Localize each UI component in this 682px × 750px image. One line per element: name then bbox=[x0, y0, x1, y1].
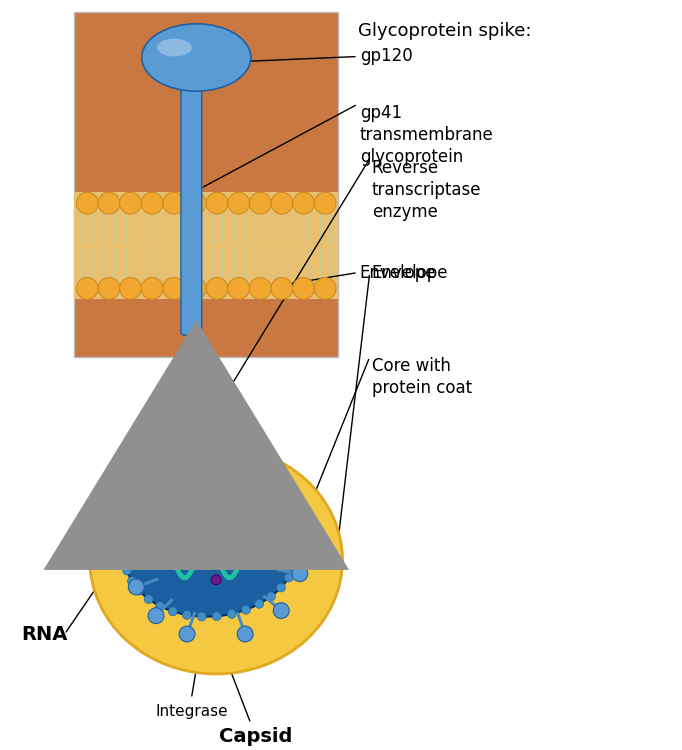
Circle shape bbox=[168, 607, 177, 616]
Circle shape bbox=[293, 278, 314, 299]
Circle shape bbox=[237, 626, 253, 642]
FancyArrowPatch shape bbox=[179, 384, 194, 400]
Circle shape bbox=[273, 603, 289, 619]
Circle shape bbox=[290, 562, 299, 572]
Text: Core with
protein coat: Core with protein coat bbox=[372, 357, 472, 397]
Circle shape bbox=[212, 612, 221, 621]
Circle shape bbox=[98, 278, 120, 299]
Circle shape bbox=[293, 551, 301, 560]
Circle shape bbox=[190, 403, 201, 414]
Text: Envelope: Envelope bbox=[372, 263, 448, 281]
Bar bbox=[179, 404, 211, 452]
Circle shape bbox=[314, 278, 336, 299]
Circle shape bbox=[137, 512, 146, 521]
Circle shape bbox=[185, 278, 206, 299]
Text: gp41
transmembrane
glycoprotein: gp41 transmembrane glycoprotein bbox=[360, 104, 494, 166]
Ellipse shape bbox=[125, 488, 298, 616]
Circle shape bbox=[185, 192, 206, 214]
Circle shape bbox=[153, 492, 169, 508]
Circle shape bbox=[211, 574, 221, 585]
Circle shape bbox=[231, 484, 240, 494]
Circle shape bbox=[271, 192, 293, 214]
Circle shape bbox=[135, 586, 144, 596]
Circle shape bbox=[119, 278, 141, 299]
Bar bbox=[74, 12, 338, 357]
Circle shape bbox=[201, 484, 210, 492]
Circle shape bbox=[276, 583, 285, 592]
Circle shape bbox=[155, 602, 164, 610]
Circle shape bbox=[279, 509, 288, 518]
Circle shape bbox=[209, 422, 218, 430]
Circle shape bbox=[250, 192, 271, 214]
Circle shape bbox=[216, 483, 225, 492]
Circle shape bbox=[284, 573, 293, 582]
Circle shape bbox=[293, 192, 314, 214]
Circle shape bbox=[258, 494, 267, 502]
Circle shape bbox=[123, 566, 132, 575]
Circle shape bbox=[119, 192, 141, 214]
Ellipse shape bbox=[142, 24, 251, 92]
Circle shape bbox=[282, 513, 297, 529]
Text: Capsid: Capsid bbox=[219, 728, 293, 746]
Circle shape bbox=[245, 488, 254, 497]
Text: Reverse
transcriptase
enzyme: Reverse transcriptase enzyme bbox=[372, 158, 481, 221]
Circle shape bbox=[128, 579, 144, 595]
Circle shape bbox=[269, 500, 278, 509]
Ellipse shape bbox=[157, 39, 192, 56]
Circle shape bbox=[163, 278, 185, 299]
Circle shape bbox=[271, 278, 293, 299]
Circle shape bbox=[241, 605, 250, 614]
Circle shape bbox=[291, 529, 299, 538]
Circle shape bbox=[250, 278, 271, 299]
Circle shape bbox=[128, 525, 144, 541]
Circle shape bbox=[227, 610, 236, 619]
Circle shape bbox=[186, 486, 195, 494]
Circle shape bbox=[206, 278, 228, 299]
Text: gp120: gp120 bbox=[360, 47, 413, 65]
Bar bbox=[74, 192, 338, 299]
Text: RNA: RNA bbox=[21, 625, 68, 644]
Text: Envelope: Envelope bbox=[360, 263, 436, 281]
Circle shape bbox=[314, 192, 336, 214]
Circle shape bbox=[141, 192, 163, 214]
Circle shape bbox=[123, 532, 132, 542]
Circle shape bbox=[76, 192, 98, 214]
Circle shape bbox=[251, 484, 267, 500]
Circle shape bbox=[148, 608, 164, 623]
Circle shape bbox=[144, 595, 153, 604]
Circle shape bbox=[129, 522, 138, 531]
Circle shape bbox=[179, 626, 195, 642]
Circle shape bbox=[228, 278, 250, 299]
Circle shape bbox=[98, 192, 120, 214]
Circle shape bbox=[76, 278, 98, 299]
Circle shape bbox=[128, 577, 136, 586]
Circle shape bbox=[183, 610, 192, 620]
Circle shape bbox=[120, 555, 129, 564]
Circle shape bbox=[293, 540, 302, 549]
Circle shape bbox=[173, 422, 182, 430]
Circle shape bbox=[141, 278, 163, 299]
Circle shape bbox=[194, 475, 209, 490]
Text: Integrase: Integrase bbox=[155, 704, 228, 718]
Circle shape bbox=[159, 496, 168, 505]
Circle shape bbox=[121, 544, 130, 553]
Circle shape bbox=[267, 592, 276, 601]
Circle shape bbox=[172, 490, 181, 499]
Circle shape bbox=[255, 599, 264, 608]
Circle shape bbox=[197, 612, 206, 621]
Circle shape bbox=[206, 192, 228, 214]
Ellipse shape bbox=[90, 446, 342, 674]
Circle shape bbox=[292, 566, 308, 581]
FancyBboxPatch shape bbox=[181, 86, 202, 335]
Circle shape bbox=[228, 192, 250, 214]
Circle shape bbox=[147, 503, 155, 512]
Circle shape bbox=[163, 192, 185, 214]
Circle shape bbox=[286, 518, 295, 527]
Text: Glycoprotein spike:: Glycoprotein spike: bbox=[358, 22, 531, 40]
